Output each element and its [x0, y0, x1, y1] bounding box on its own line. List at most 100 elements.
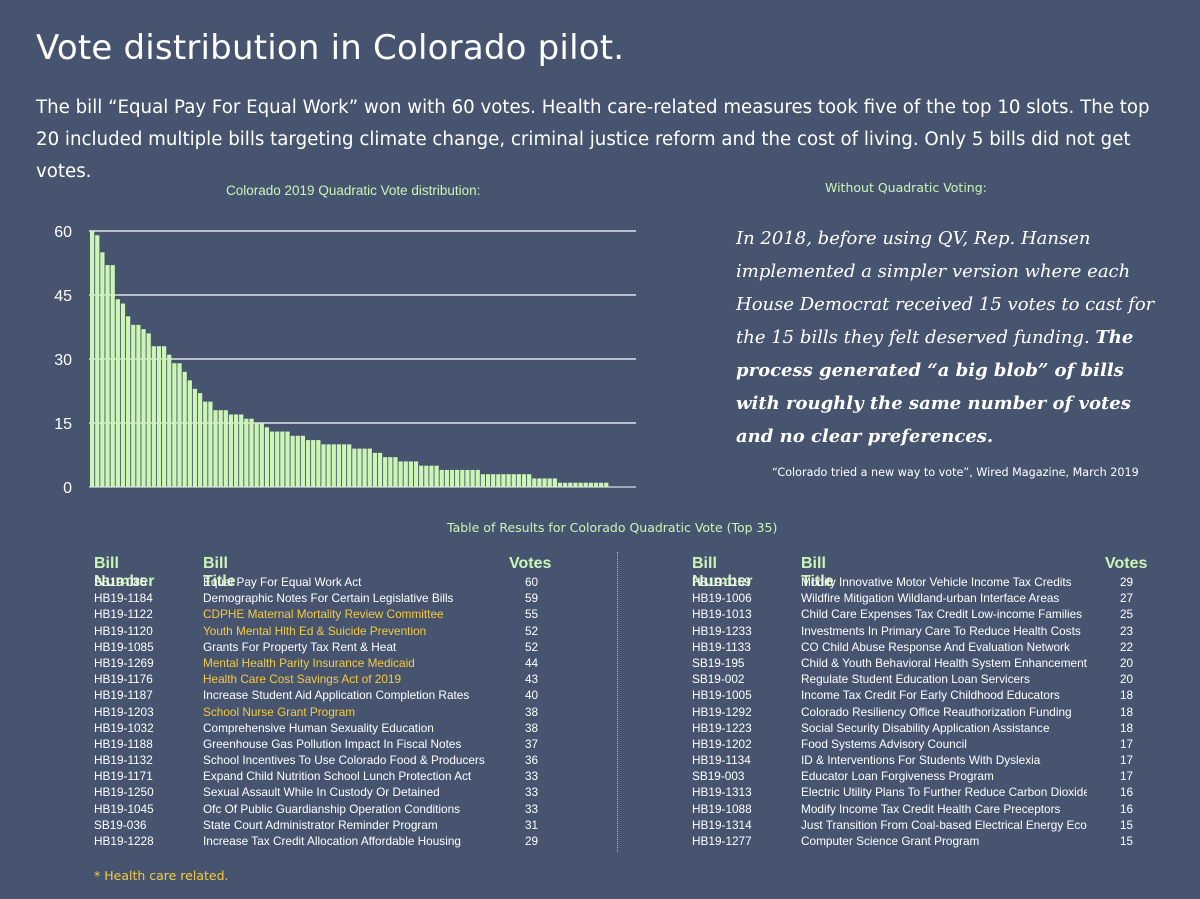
bill-votes: 20	[1120, 655, 1134, 670]
bill-number: HB19-1277	[692, 834, 752, 848]
bill-number: HB19-1013	[692, 607, 752, 622]
bar	[604, 482, 609, 487]
bill-title: Sexual Assault While In Custody Or Detai…	[203, 785, 440, 800]
bar	[326, 444, 331, 487]
bar	[398, 461, 403, 487]
bill-number: HB19-1223	[692, 720, 752, 735]
bill-votes: 25	[1120, 607, 1134, 622]
bar	[295, 435, 300, 487]
bill-number: HB19-1176	[94, 672, 153, 687]
bar	[244, 418, 249, 487]
bar	[331, 444, 336, 487]
bar	[383, 457, 388, 487]
y-tick-label: 0	[63, 480, 72, 497]
bill-title: Educator Loan Forgiveness Program	[801, 769, 994, 784]
bill-title: ID & Interventions For Students With Dys…	[801, 753, 1041, 768]
bill-number: HB19-1120	[94, 623, 153, 638]
bill-votes: 33	[525, 801, 539, 816]
bill-votes: 16	[1120, 801, 1134, 816]
bill-number: HB19-1269	[94, 655, 154, 670]
bill-title: Comprehensive Human Sexuality Education	[203, 720, 434, 735]
bar	[537, 478, 542, 487]
bar	[341, 444, 347, 487]
bill-number: HB19-1006	[692, 591, 752, 606]
bar	[167, 354, 172, 487]
bill-title: Increase Tax Credit Allocation Affordabl…	[203, 834, 461, 848]
bill-number: HB19-1045	[94, 801, 154, 816]
bar	[527, 474, 532, 487]
bar	[233, 414, 239, 487]
bar	[532, 478, 537, 487]
bar	[141, 329, 146, 487]
bar	[269, 431, 275, 487]
bill-votes: 31	[525, 817, 539, 832]
bar	[321, 444, 326, 487]
bill-votes: 40	[525, 688, 539, 703]
bill-title: Mental Health Parity Insurance Medicaid	[203, 655, 415, 670]
bill-votes: 29	[1120, 575, 1134, 589]
bill-title: Child & Youth Behavioral Health System E…	[801, 655, 1087, 670]
bar	[352, 448, 357, 487]
bar	[372, 452, 378, 487]
bill-title: Regulate Student Education Loan Servicer…	[801, 672, 1030, 687]
bar	[516, 474, 521, 487]
header-bill-title: Bill Title	[203, 555, 236, 590]
bar	[542, 478, 547, 487]
bar	[578, 482, 583, 487]
bar	[501, 474, 506, 487]
bar	[182, 371, 187, 487]
bill-number: HB19-1159	[692, 575, 751, 589]
bill-number: HB19-1202	[692, 736, 752, 751]
bar	[563, 482, 568, 487]
bar	[444, 469, 450, 487]
bar	[213, 410, 218, 487]
header-bill-title: Bill Title	[801, 555, 834, 590]
bill-number: HB19-1314	[692, 817, 752, 832]
bill-title: Demographic Notes For Certain Legislativ…	[203, 591, 454, 606]
bill-title: Child Care Expenses Tax Credit Low-incom…	[801, 607, 1083, 622]
bill-title: School Nurse Grant Program	[203, 704, 356, 719]
bar	[218, 410, 223, 487]
header-bill-number: Bill Number	[692, 555, 753, 590]
bill-title: Increase Student Aid Application Complet…	[203, 688, 470, 703]
bill-votes: 23	[1120, 623, 1134, 638]
bar	[203, 401, 208, 487]
bar	[419, 465, 424, 487]
bar	[403, 461, 408, 487]
page-subtitle: The bill “Equal Pay For Equal Work” won …	[36, 97, 1150, 182]
bar	[568, 482, 573, 487]
bill-votes: 60	[525, 575, 539, 589]
bar	[239, 414, 244, 487]
bill-title: CO Child Abuse Response And Evaluation N…	[801, 639, 1070, 654]
bill-number: HB19-1228	[94, 834, 154, 848]
bill-title: Equal Pay For Equal Work Act	[203, 575, 362, 589]
bill-title: Investments In Primary Care To Reduce He…	[801, 623, 1081, 638]
bill-number: HB19-1005	[692, 688, 752, 703]
without-qv-label: Without Quadratic Voting:	[825, 180, 987, 195]
bill-votes: 38	[525, 720, 539, 735]
bar	[460, 469, 465, 487]
footnote: * Health care related.	[94, 868, 229, 883]
bar	[208, 401, 213, 487]
bar	[336, 444, 342, 487]
bill-title: CDPHE Maternal Mortality Review Committe…	[203, 607, 444, 622]
page-title: Vote distribution in Colorado pilot.	[36, 28, 625, 68]
chart-title: Colorado 2019 Quadratic Vote distributio…	[226, 183, 481, 198]
bar	[413, 461, 419, 487]
bar	[300, 435, 306, 487]
bill-title: School Incentives To Use Colorado Food &…	[203, 753, 485, 768]
y-tick-label: 60	[54, 224, 72, 241]
bar	[110, 265, 115, 487]
bar	[480, 474, 485, 487]
bar	[187, 380, 192, 487]
bar	[434, 465, 439, 487]
bar	[192, 388, 198, 487]
bill-number: HB19-1203	[94, 704, 154, 719]
bill-title: Food Systems Advisory Council	[801, 736, 967, 751]
bar	[357, 448, 362, 487]
bar	[146, 333, 151, 487]
bill-votes: 17	[1120, 736, 1134, 751]
bill-votes: 38	[525, 704, 539, 719]
bar	[573, 482, 578, 487]
bill-number: HB19-1134	[692, 753, 751, 768]
